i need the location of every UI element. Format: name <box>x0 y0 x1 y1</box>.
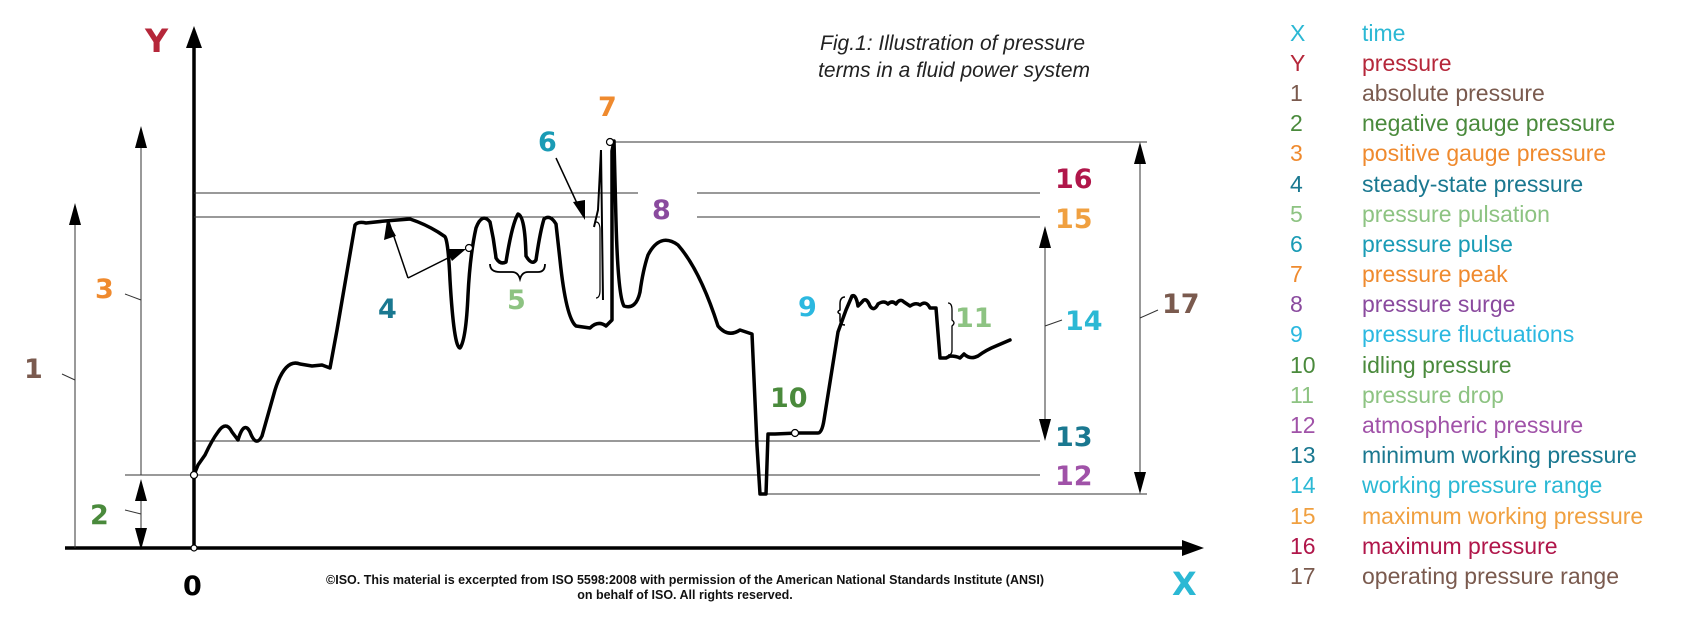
legend-text: pressure <box>1362 49 1452 76</box>
right-dimension-arrows <box>1039 142 1159 494</box>
pressure-curve <box>192 139 1012 496</box>
legend-key: 9 <box>1290 321 1303 348</box>
legend-row: 15 maximum working pressure <box>1290 501 1700 531</box>
label-10: 10 <box>770 383 808 414</box>
legend-row: 2 negative gauge pressure <box>1290 109 1700 139</box>
legend-key: 15 <box>1290 502 1316 529</box>
copyright-line1: ©ISO. This material is excerpted from IS… <box>326 573 1044 587</box>
label-4: 4 <box>378 294 397 325</box>
legend-text: minimum working pressure <box>1362 442 1637 469</box>
legend-row: 6 pressure pulse <box>1290 229 1700 259</box>
legend-text: pressure pulsation <box>1362 200 1550 227</box>
legend-row: 9 pressure fluctuations <box>1290 320 1700 350</box>
legend-text: working pressure range <box>1362 472 1603 499</box>
origin-label: 0 <box>183 571 202 602</box>
legend-key: 7 <box>1290 261 1303 288</box>
fluctuation-bracket <box>837 296 846 326</box>
label-1: 1 <box>24 354 43 385</box>
legend-key: 14 <box>1290 472 1316 499</box>
x-axis-label: X <box>1172 565 1197 603</box>
legend-key: 4 <box>1290 170 1303 197</box>
legend-text: idling pressure <box>1362 351 1512 378</box>
legend-row: 13 minimum working pressure <box>1290 441 1700 471</box>
pulse-bracket <box>595 221 601 299</box>
legend-key: 3 <box>1290 140 1303 167</box>
y-axis-label: Y <box>144 22 169 60</box>
legend-key: 11 <box>1290 381 1314 408</box>
legend-key: 6 <box>1290 230 1303 257</box>
legend-text: pressure peak <box>1362 261 1508 288</box>
pressure-pulse-spike <box>593 149 604 301</box>
legend-text: steady-state pressure <box>1362 170 1584 197</box>
legend-text: time <box>1362 19 1406 46</box>
legend-key: 5 <box>1290 200 1303 227</box>
legend-text: pressure drop <box>1362 381 1504 408</box>
label-9: 9 <box>798 292 817 323</box>
pressure-terms-diagram: Fig.1: Illustration of pressure terms in… <box>24 22 1204 603</box>
legend-row: 3 positive gauge pressure <box>1290 139 1700 169</box>
label-17: 17 <box>1162 289 1200 320</box>
legend-text: negative gauge pressure <box>1362 110 1616 137</box>
legend-key: 8 <box>1290 291 1303 318</box>
pressure-drop-bracket <box>947 302 955 356</box>
legend-text: maximum pressure <box>1362 532 1558 559</box>
label-12: 12 <box>1055 461 1093 492</box>
label-7: 7 <box>598 92 617 123</box>
legend-key: Y <box>1290 49 1306 76</box>
label-15: 15 <box>1055 204 1093 235</box>
legend-text: atmospheric pressure <box>1362 412 1584 439</box>
legend-row: 16 maximum pressure <box>1290 531 1700 561</box>
legend-text: positive gauge pressure <box>1362 140 1607 167</box>
legend-text: operating pressure range <box>1362 562 1619 589</box>
steady-state-arrows <box>384 220 466 279</box>
curve-markers <box>189 137 800 480</box>
left-dimension-arrows <box>61 126 147 550</box>
legend-row: 14 working pressure range <box>1290 471 1700 501</box>
legend-text: absolute pressure <box>1362 79 1545 106</box>
legend-key: X <box>1290 19 1306 46</box>
label-11: 11 <box>955 303 993 334</box>
legend-row: 5 pressure pulsation <box>1290 199 1700 229</box>
legend-row: 17 operating pressure range <box>1290 561 1700 591</box>
legend-text: pressure fluctuations <box>1362 321 1575 348</box>
label-13: 13 <box>1055 422 1093 453</box>
figure-caption-line1: Fig.1: Illustration of pressure <box>820 32 1085 55</box>
label-14: 14 <box>1065 306 1103 337</box>
legend-row: 12 atmospheric pressure <box>1290 410 1700 440</box>
pulsation-brace <box>489 263 546 283</box>
reference-lines <box>125 141 1147 495</box>
label-2: 2 <box>90 500 109 531</box>
label-5: 5 <box>507 285 526 316</box>
legend-key: 12 <box>1290 412 1316 439</box>
label-8: 8 <box>652 195 671 226</box>
legend-key: 2 <box>1290 110 1303 137</box>
legend-key: 1 <box>1290 79 1303 106</box>
legend-row: 8 pressure surge <box>1290 290 1700 320</box>
legend-text: pressure pulse <box>1362 230 1513 257</box>
label-3: 3 <box>95 274 114 305</box>
legend-text: pressure surge <box>1362 291 1516 318</box>
legend-text: maximum working pressure <box>1362 502 1644 529</box>
legend-row: 10 idling pressure <box>1290 350 1700 380</box>
legend-row: 4 steady-state pressure <box>1290 169 1700 199</box>
label-16: 16 <box>1055 164 1093 195</box>
legend-key: 10 <box>1290 351 1316 378</box>
legend-row: 11 pressure drop <box>1290 380 1700 410</box>
legend-key: 17 <box>1290 562 1316 589</box>
legend-row: 1 absolute pressure <box>1290 78 1700 108</box>
legend-key: 16 <box>1290 532 1316 559</box>
pulse-arrow <box>555 157 585 220</box>
figure-caption-line2: terms in a fluid power system <box>818 59 1090 82</box>
legend-row: 7 pressure peak <box>1290 260 1700 290</box>
axes <box>65 26 1204 556</box>
legend-key: 13 <box>1290 442 1316 469</box>
copyright-line2: on behalf of ISO. All rights reserved. <box>577 588 793 602</box>
label-6: 6 <box>538 127 557 158</box>
